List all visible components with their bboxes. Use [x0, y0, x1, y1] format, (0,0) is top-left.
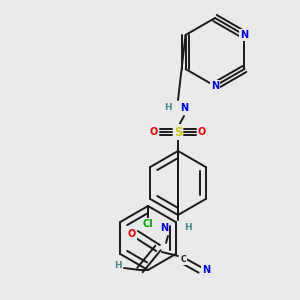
Text: H: H	[114, 262, 122, 271]
Text: Cl: Cl	[142, 219, 153, 229]
Text: O: O	[150, 127, 158, 137]
Text: S: S	[174, 125, 182, 139]
Text: N: N	[180, 103, 188, 113]
Text: N: N	[202, 265, 210, 275]
Text: O: O	[198, 127, 206, 137]
Text: N: N	[211, 81, 219, 91]
Text: N: N	[240, 30, 248, 40]
Text: H: H	[184, 224, 192, 232]
Text: H: H	[164, 103, 172, 112]
Text: O: O	[128, 229, 136, 239]
Text: C: C	[180, 256, 186, 265]
Text: N: N	[160, 223, 168, 233]
